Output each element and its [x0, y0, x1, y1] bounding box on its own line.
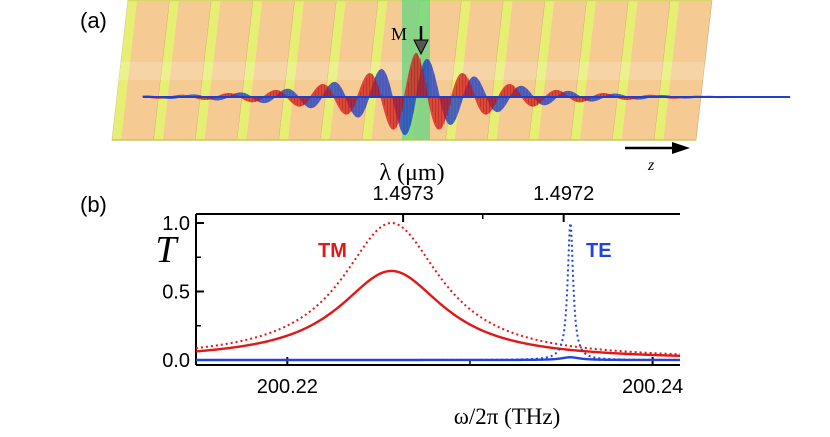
layer-edge — [237, 0, 263, 140]
layer-edge — [654, 0, 680, 140]
x-tick-label: 200.24 — [622, 376, 683, 398]
top-axis-label: λ (μm) — [379, 160, 444, 186]
layer-edge — [570, 0, 597, 140]
series-tm-solid — [195, 269, 681, 358]
magnetization-label: M — [391, 24, 407, 44]
layer-edge — [278, 0, 305, 140]
x2-tick-label: 1.4972 — [533, 183, 594, 205]
panel-b-spectrum: (b) λ (μm) ω/2π (THz) T 200.22 200.24 1.49… — [80, 160, 683, 429]
panel-a-label: (a) — [80, 8, 107, 33]
magnetization-arrow-icon — [413, 26, 429, 56]
y-axis-label: T — [155, 229, 179, 271]
y-tick-label: 0.0 — [162, 350, 190, 372]
layer-edge — [195, 0, 221, 140]
layer-edge — [153, 0, 179, 140]
z-axis-label: z — [647, 157, 655, 174]
bottom-axis-label: ω/2π (THz) — [454, 404, 561, 429]
layer-edge — [612, 0, 638, 140]
panel-a-structure: (a) M z — [80, 0, 792, 174]
layer-edge — [362, 0, 388, 140]
panel-b-label: (b) — [80, 192, 107, 217]
y-tick-label: 1.0 — [162, 213, 190, 235]
layer-edge — [112, 0, 138, 140]
x2-tick-label: 1.4973 — [373, 183, 434, 205]
y-tick-label: 0.5 — [162, 282, 190, 304]
tm-label: TM — [318, 240, 347, 262]
z-axis-arrow-icon — [625, 142, 690, 154]
layer-edge — [320, 0, 346, 140]
series-te-solid — [196, 356, 680, 362]
plot-area: 200.22 200.24 1.4973 1.4972 0.0 0.5 1.0 — [162, 183, 683, 398]
field-profile — [142, 52, 792, 136]
te-label: TE — [586, 240, 612, 262]
x-tick-label: 200.22 — [257, 376, 318, 398]
